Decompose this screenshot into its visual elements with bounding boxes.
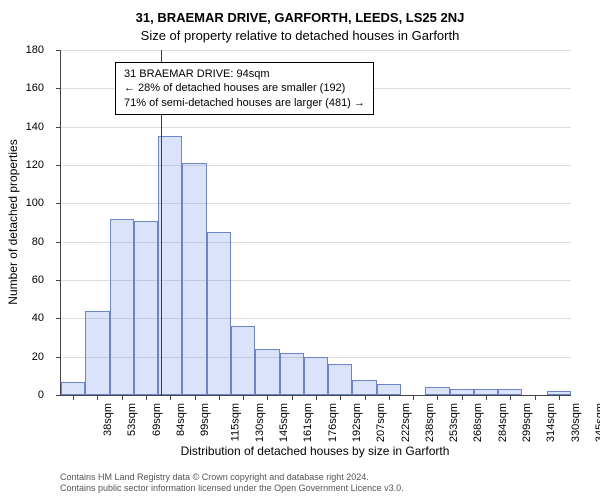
y-tick-mark	[56, 318, 61, 319]
y-tick-mark	[56, 395, 61, 396]
y-tick-mark	[56, 88, 61, 89]
x-tick-label: 299sqm	[521, 403, 533, 442]
x-tick-label: 345sqm	[594, 403, 600, 442]
x-tick-label: 284sqm	[497, 403, 509, 442]
y-tick-mark	[56, 357, 61, 358]
annotation-box: 31 BRAEMAR DRIVE: 94sqm ← 28% of detache…	[115, 62, 374, 115]
x-tick-mark	[437, 395, 438, 400]
x-axis-label: Distribution of detached houses by size …	[60, 444, 570, 458]
x-tick-mark	[559, 395, 560, 400]
x-tick-label: 130sqm	[254, 403, 266, 442]
y-tick-label: 60	[14, 274, 44, 286]
x-tick-mark	[170, 395, 171, 400]
chart-container: 31, BRAEMAR DRIVE, GARFORTH, LEEDS, LS25…	[0, 0, 600, 500]
x-tick-label: 253sqm	[448, 403, 460, 442]
copyright-notice: Contains HM Land Registry data © Crown c…	[60, 472, 570, 494]
y-tick-label: 160	[14, 82, 44, 94]
x-tick-label: 330sqm	[570, 403, 582, 442]
x-tick-mark	[267, 395, 268, 400]
y-tick-mark	[56, 242, 61, 243]
y-tick-label: 0	[14, 389, 44, 401]
x-tick-mark	[316, 395, 317, 400]
x-tick-label: 161sqm	[303, 403, 315, 442]
x-tick-label: 145sqm	[278, 403, 290, 442]
y-tick-label: 80	[14, 236, 44, 248]
x-tick-mark	[413, 395, 414, 400]
plot-area: 31 BRAEMAR DRIVE: 94sqm ← 28% of detache…	[60, 50, 571, 396]
x-tick-label: 268sqm	[473, 403, 485, 442]
histogram-bar	[255, 349, 279, 395]
x-tick-label: 176sqm	[327, 403, 339, 442]
copyright-line2: Contains public sector information licen…	[60, 483, 570, 494]
y-tick-label: 100	[14, 197, 44, 209]
x-tick-mark	[340, 395, 341, 400]
histogram-bar	[231, 326, 255, 395]
x-tick-label: 84sqm	[175, 403, 187, 436]
y-tick-mark	[56, 203, 61, 204]
histogram-bar	[352, 380, 376, 395]
histogram-bar	[425, 387, 449, 395]
x-tick-mark	[122, 395, 123, 400]
x-tick-label: 314sqm	[545, 403, 557, 442]
x-tick-mark	[365, 395, 366, 400]
x-tick-mark	[73, 395, 74, 400]
gridline	[61, 203, 571, 204]
histogram-bar	[304, 357, 328, 395]
histogram-bar	[110, 219, 134, 395]
x-tick-label: 69sqm	[151, 403, 163, 436]
page-subtitle: Size of property relative to detached ho…	[0, 28, 600, 43]
y-tick-label: 40	[14, 312, 44, 324]
gridline	[61, 50, 571, 51]
x-tick-mark	[219, 395, 220, 400]
annotation-line2: ← 28% of detached houses are smaller (19…	[124, 81, 365, 95]
x-tick-label: 222sqm	[400, 403, 412, 442]
y-tick-mark	[56, 50, 61, 51]
histogram-bar	[182, 163, 206, 395]
y-axis-label: Number of detached properties	[6, 50, 20, 395]
histogram-bar	[207, 232, 231, 395]
x-tick-mark	[243, 395, 244, 400]
histogram-bar	[377, 384, 401, 396]
x-tick-mark	[292, 395, 293, 400]
x-tick-mark	[389, 395, 390, 400]
x-tick-mark	[510, 395, 511, 400]
page-title: 31, BRAEMAR DRIVE, GARFORTH, LEEDS, LS25…	[0, 10, 600, 25]
histogram-bar	[328, 364, 352, 395]
x-tick-label: 192sqm	[351, 403, 363, 442]
x-tick-mark	[195, 395, 196, 400]
x-tick-mark	[146, 395, 147, 400]
annotation-line1: 31 BRAEMAR DRIVE: 94sqm	[124, 67, 365, 81]
x-tick-label: 53sqm	[126, 403, 138, 436]
y-tick-label: 140	[14, 121, 44, 133]
y-tick-mark	[56, 127, 61, 128]
copyright-line1: Contains HM Land Registry data © Crown c…	[60, 472, 570, 483]
x-tick-mark	[462, 395, 463, 400]
y-tick-mark	[56, 280, 61, 281]
x-tick-mark	[486, 395, 487, 400]
x-tick-label: 207sqm	[375, 403, 387, 442]
x-tick-label: 38sqm	[102, 403, 114, 436]
annotation-line3: 71% of semi-detached houses are larger (…	[124, 96, 365, 110]
x-tick-label: 115sqm	[229, 403, 241, 441]
y-tick-label: 20	[14, 351, 44, 363]
y-tick-label: 180	[14, 44, 44, 56]
x-tick-label: 238sqm	[424, 403, 436, 442]
y-tick-mark	[56, 165, 61, 166]
gridline	[61, 165, 571, 166]
x-tick-label: 99sqm	[199, 403, 211, 436]
gridline	[61, 127, 571, 128]
x-tick-mark	[97, 395, 98, 400]
histogram-bar	[85, 311, 109, 395]
x-tick-mark	[535, 395, 536, 400]
y-tick-label: 120	[14, 159, 44, 171]
histogram-bar	[61, 382, 85, 395]
histogram-bar	[280, 353, 304, 395]
histogram-bar	[134, 221, 158, 395]
